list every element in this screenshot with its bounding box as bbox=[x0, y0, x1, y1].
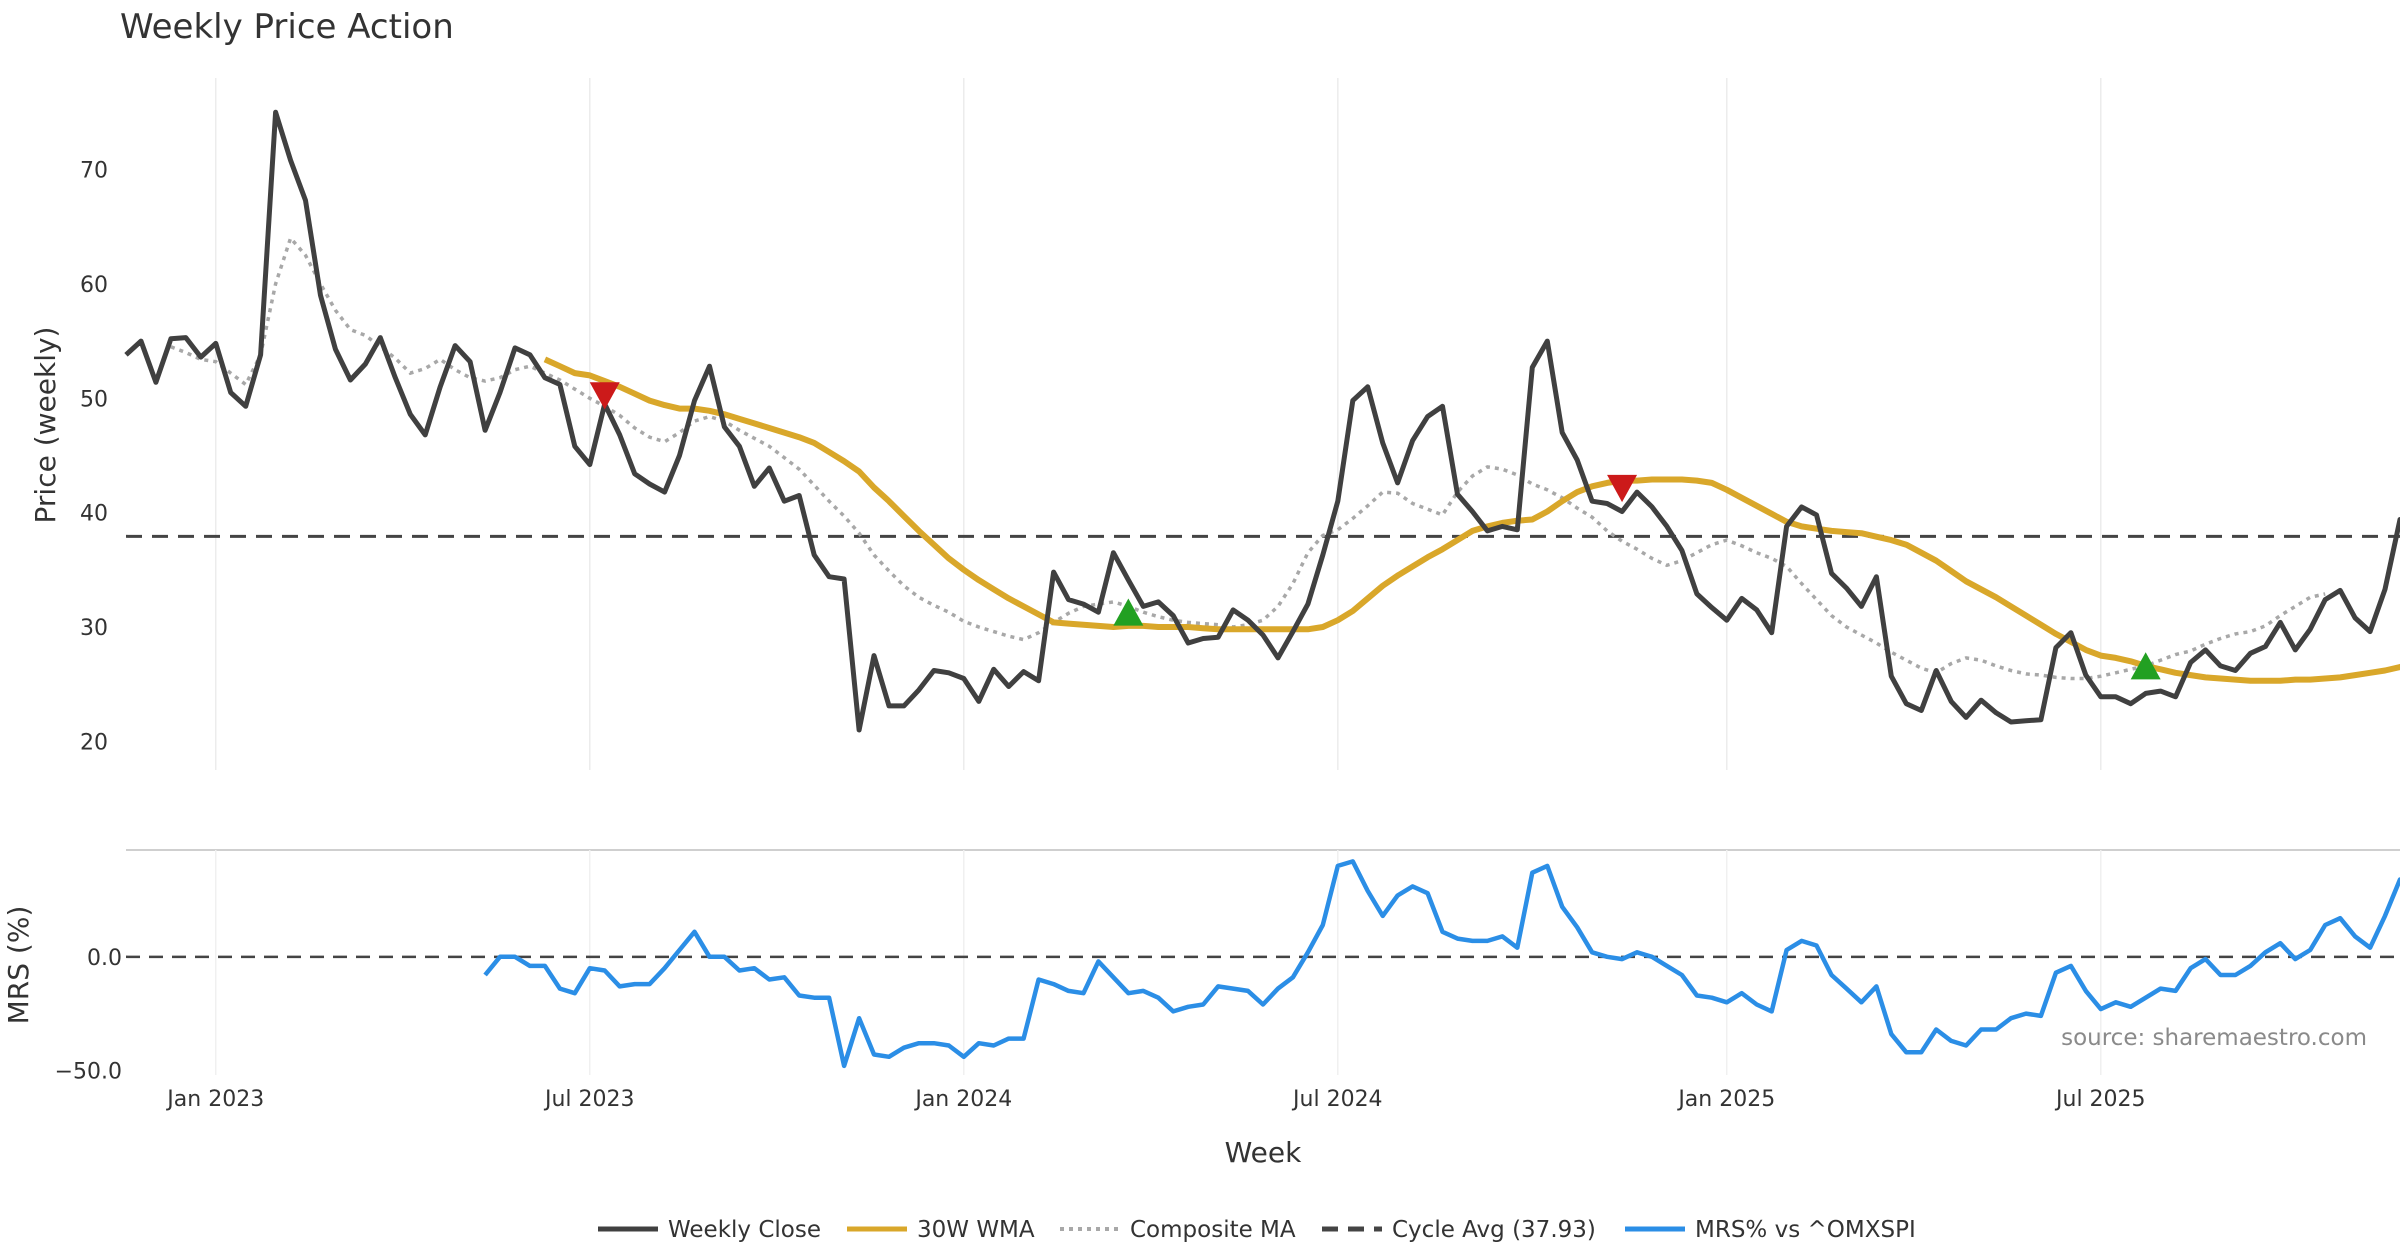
x-tick-label: Jul 2023 bbox=[543, 1087, 635, 1112]
price-vertical-gridlines bbox=[215, 78, 2102, 770]
x-axis-ticks: Jan 2023 Jul 2023 Jan 2024 Jul 2024 Jan 2025… bbox=[165, 1087, 2145, 1112]
chart-title: Weekly Price Action bbox=[120, 7, 454, 47]
price-panel: 20 30 40 50 60 70 Price (weekly) bbox=[29, 78, 2400, 770]
legend-label: 30W WMA bbox=[917, 1217, 1035, 1243]
mrs-vertical-gridlines bbox=[215, 850, 2102, 1075]
price-y-tick-label: 70 bbox=[80, 159, 108, 184]
sell-signal-marker bbox=[589, 382, 620, 410]
wma-30w-line bbox=[543, 356, 2400, 684]
x-tick-label: Jul 2024 bbox=[1291, 1087, 1383, 1112]
mrs-y-tick-label: −50.0 bbox=[55, 1059, 122, 1084]
price-y-axis-label: Price (weekly) bbox=[29, 327, 62, 524]
price-y-tick-label: 60 bbox=[80, 273, 108, 298]
x-tick-label: Jan 2025 bbox=[1676, 1087, 1775, 1112]
legend-label: MRS% vs ^OMXSPI bbox=[1695, 1217, 1916, 1243]
price-y-tick-label: 50 bbox=[80, 387, 108, 412]
price-y-tick-label: 40 bbox=[80, 502, 108, 527]
legend-label: Cycle Avg (37.93) bbox=[1392, 1217, 1596, 1243]
legend-label: Composite MA bbox=[1130, 1217, 1296, 1243]
mrs-line bbox=[483, 859, 2400, 1069]
x-tick-label: Jan 2024 bbox=[913, 1087, 1012, 1112]
mrs-panel: 0.0 −50.0 MRS (%) source: sharemaestro.co… bbox=[2, 850, 2400, 1084]
signal-markers bbox=[589, 382, 2161, 680]
x-axis-label: Week bbox=[1225, 1136, 1302, 1169]
buy-signal-marker bbox=[1113, 598, 1144, 626]
legend-label: Weekly Close bbox=[668, 1217, 821, 1243]
weekly-close-line bbox=[124, 109, 2400, 733]
sell-signal-marker bbox=[1607, 474, 1638, 503]
mrs-y-axis-label: MRS (%) bbox=[2, 906, 35, 1025]
price-y-tick-label: 30 bbox=[80, 616, 108, 641]
legend: Weekly Close 30W WMA Composite MA Cycle Avg… bbox=[598, 1217, 1916, 1243]
price-y-ticks: 20 30 40 50 60 70 bbox=[80, 159, 108, 756]
price-y-tick-label: 20 bbox=[80, 730, 108, 755]
buy-signal-marker bbox=[2130, 652, 2161, 680]
x-tick-label: Jan 2023 bbox=[165, 1087, 264, 1112]
x-tick-label: Jul 2025 bbox=[2054, 1087, 2146, 1112]
mrs-y-ticks: 0.0 −50.0 bbox=[55, 946, 122, 1085]
source-note: source: sharemaestro.com bbox=[2061, 1025, 2367, 1051]
mrs-y-tick-label: 0.0 bbox=[87, 946, 122, 971]
composite-ma-line bbox=[170, 234, 2326, 681]
